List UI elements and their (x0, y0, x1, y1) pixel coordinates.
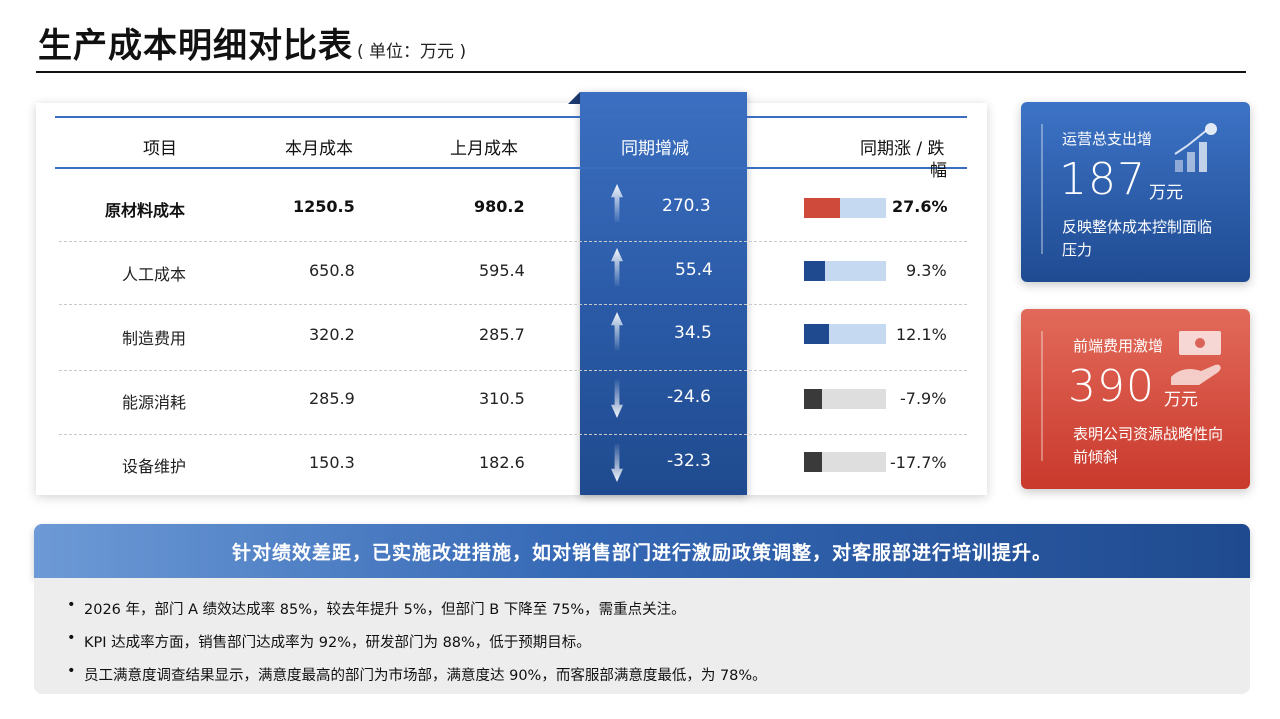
unit-label: ( 单位：万元 ) (357, 42, 467, 62)
note-item: 2026 年，部门 A 绩效达成率 85%，较去年提升 5%，但部门 B 下降至… (67, 597, 686, 619)
banner-text: 针对绩效差距，已实施改进措施，如对销售部门进行激励政策调整，对客服部进行培训提升… (231, 542, 1052, 564)
change-bar (804, 389, 886, 409)
header-pct-wrap: 幅 (930, 161, 947, 181)
row-previous: 182.6 (479, 453, 525, 472)
row-previous: 310.5 (479, 389, 525, 408)
page-title: 生产成本明细对比表 (38, 26, 353, 66)
card-desc: 表明公司资源战略性向前倾斜 (1073, 425, 1224, 466)
note-item: 员工满意度调查结果显示，满意度最高的部门为市场部，满意度达 90%，而客服部满意… (67, 663, 767, 685)
row-item: 人工成本 (122, 265, 187, 284)
row-current: 1250.5 (293, 197, 355, 216)
header-item: 项目 (143, 139, 177, 159)
stat-card-frontend: 前端费用激增 390 万元 表明公司资源战略性向前倾斜 (1021, 309, 1250, 489)
card-unit: 万元 (1164, 390, 1198, 410)
row-current: 650.8 (309, 261, 355, 280)
card-unit: 万元 (1149, 183, 1183, 203)
row-previous: 980.2 (474, 197, 525, 216)
row-pct: -7.9% (900, 389, 947, 408)
row-change: 270.3 (662, 196, 711, 216)
card-value: 187 (1059, 154, 1146, 205)
row-change: -24.6 (667, 387, 711, 407)
row-divider (59, 434, 967, 435)
header-previous: 上月成本 (450, 139, 518, 159)
row-pct: -17.7% (890, 453, 947, 472)
row-pct: 27.6% (892, 197, 948, 216)
note-item: KPI 达成率方面，销售部门达成率为 92%，研发部门为 88%，低于预期目标。 (67, 630, 591, 652)
row-change: 34.5 (674, 323, 712, 343)
row-divider (59, 370, 967, 371)
row-item: 设备维护 (122, 457, 187, 476)
row-current: 150.3 (309, 453, 355, 472)
change-column-highlight (580, 92, 747, 495)
card-accent-line (1041, 331, 1043, 461)
title-divider (36, 71, 1246, 73)
row-item: 制造费用 (122, 329, 187, 348)
notes-panel: 2026 年，部门 A 绩效达成率 85%，较去年提升 5%，但部门 B 下降至… (34, 578, 1250, 694)
header-current: 本月成本 (285, 139, 353, 159)
row-divider (59, 241, 967, 242)
row-current: 320.2 (309, 325, 355, 344)
header-pct: 同期涨 / 跌 (860, 139, 945, 159)
row-previous: 285.7 (479, 325, 525, 344)
card-label: 前端费用激增 (1073, 337, 1164, 355)
page-title-group: 生产成本明细对比表( 单位：万元 ) (38, 18, 466, 67)
column-fold (568, 92, 580, 104)
table-top-rule (55, 116, 967, 118)
header-change: 同期增减 (621, 139, 689, 159)
row-item: 能源消耗 (122, 393, 187, 412)
table-header-rule (55, 167, 967, 169)
change-bar (804, 198, 886, 218)
card-value: 390 (1068, 361, 1155, 412)
row-previous: 595.4 (479, 261, 525, 280)
change-bar (804, 261, 886, 281)
money-hand-icon (1171, 331, 1221, 385)
row-divider (59, 304, 967, 305)
change-bar (804, 452, 886, 472)
card-desc: 反映整体成本控制面临压力 (1062, 218, 1213, 259)
row-change: 55.4 (675, 260, 713, 280)
card-accent-line (1041, 124, 1043, 254)
stat-card-expense: 运营总支出增 187 万元 反映整体成本控制面临压力 (1021, 102, 1250, 282)
cost-table-card (36, 103, 987, 495)
change-bar (804, 324, 886, 344)
row-current: 285.9 (309, 389, 355, 408)
row-item: 原材料成本 (105, 201, 186, 220)
growth-chart-icon (1174, 123, 1217, 172)
summary-banner: 针对绩效差距，已实施改进措施，如对销售部门进行激励政策调整，对客服部进行培训提升… (34, 524, 1250, 578)
card-label: 运营总支出增 (1062, 130, 1153, 148)
row-pct: 9.3% (906, 261, 947, 280)
row-pct: 12.1% (896, 325, 947, 344)
row-change: -32.3 (667, 451, 711, 471)
